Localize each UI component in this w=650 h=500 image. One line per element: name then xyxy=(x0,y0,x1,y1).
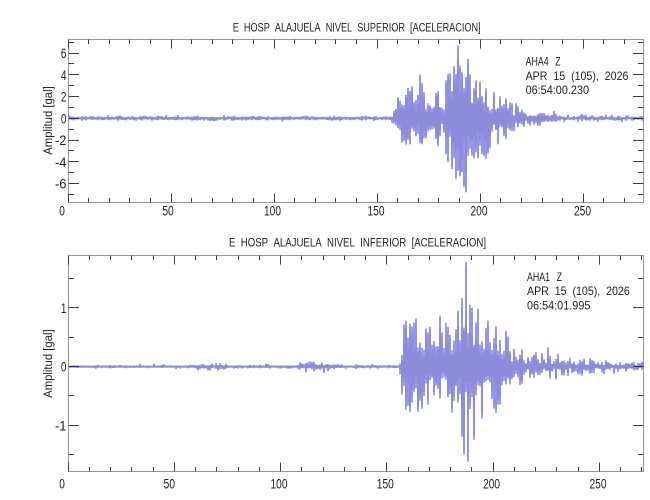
svg-text:100: 100 xyxy=(271,475,288,491)
svg-text:APR 15 (105), 2026: APR 15 (105), 2026 xyxy=(527,284,630,298)
svg-text:0: 0 xyxy=(59,475,65,491)
svg-text:200: 200 xyxy=(483,475,500,491)
svg-text:-1: -1 xyxy=(55,417,67,433)
svg-text:0: 0 xyxy=(59,202,65,218)
svg-text:100: 100 xyxy=(264,202,281,218)
svg-text:150: 150 xyxy=(368,202,385,218)
svg-text:1: 1 xyxy=(61,300,67,316)
svg-text:6: 6 xyxy=(61,45,67,61)
svg-text:-2: -2 xyxy=(55,132,67,148)
svg-text:50: 50 xyxy=(162,202,174,218)
svg-text:50: 50 xyxy=(164,475,176,491)
svg-text:Amplitud [gal]: Amplitud [gal] xyxy=(41,329,55,398)
svg-text:150: 150 xyxy=(377,475,394,491)
svg-text:APR 15 (105), 2026: APR 15 (105), 2026 xyxy=(526,69,629,83)
svg-text:2: 2 xyxy=(61,89,67,105)
svg-text:250: 250 xyxy=(574,202,591,218)
svg-text:0: 0 xyxy=(61,110,67,126)
svg-text:06:54:00.230: 06:54:00.230 xyxy=(526,83,590,97)
svg-text:4: 4 xyxy=(61,67,67,83)
svg-text:E HOSP ALAJUELA NIVEL INFE: E HOSP ALAJUELA NIVEL INFERIOR [ACELERAC… xyxy=(229,236,486,250)
svg-text:Z: Z xyxy=(555,55,560,69)
svg-text:250: 250 xyxy=(590,475,607,491)
svg-text:Z: Z xyxy=(557,270,562,284)
svg-text:-4: -4 xyxy=(55,154,67,170)
svg-text:AHA1: AHA1 xyxy=(527,270,550,284)
svg-text:Amplitud [gal]: Amplitud [gal] xyxy=(41,86,55,155)
svg-text:0: 0 xyxy=(61,359,67,375)
svg-text:E HOSP ALAJUELA NIVEL SUPE: E HOSP ALAJUELA NIVEL SUPERIOR [ACELERAC… xyxy=(233,21,481,35)
svg-text:200: 200 xyxy=(471,202,488,218)
svg-text:-6: -6 xyxy=(55,176,67,192)
svg-text:06:54:01.995: 06:54:01.995 xyxy=(527,298,591,312)
svg-text:AHA4: AHA4 xyxy=(526,55,549,69)
